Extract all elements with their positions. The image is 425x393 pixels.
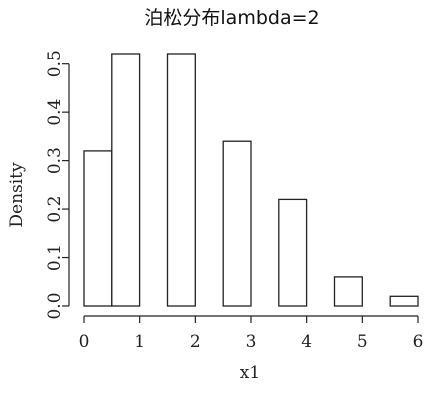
x-tick-label: 5: [357, 332, 368, 352]
histogram-bar: [83, 150, 113, 307]
histogram-bar: [278, 198, 308, 307]
y-tick-label: 0.4: [45, 99, 65, 126]
y-tick-label: 0.2: [45, 196, 65, 223]
histogram-bar: [222, 140, 252, 307]
y-tick-label: 0.3: [45, 147, 65, 174]
x-tick-label: 1: [134, 332, 145, 352]
histogram-bar: [389, 295, 419, 307]
x-tick-label: 3: [246, 332, 257, 352]
histogram-bar: [111, 53, 141, 307]
x-tick-label: 0: [79, 332, 90, 352]
y-axis-label: Density: [7, 162, 27, 228]
y-tick-label: 0.1: [45, 244, 65, 271]
x-tick-label: 2: [190, 332, 201, 352]
y-tick-label: 0.5: [45, 50, 65, 77]
y-tick-label: 0.0: [45, 292, 65, 319]
histogram-bar: [333, 276, 363, 307]
histogram-bar: [166, 53, 196, 307]
x-axis: 0 1 2 3 4 5 6: [79, 315, 424, 352]
chart-title: 泊松分布lambda=2: [144, 7, 319, 29]
x-tick-label: 6: [413, 332, 424, 352]
y-axis: 0.0 0.1 0.2 0.3 0.4 0.5: [45, 50, 70, 320]
x-tick-label: 4: [301, 332, 312, 352]
x-axis-label: x1: [240, 363, 260, 383]
bars-group: [83, 53, 419, 307]
